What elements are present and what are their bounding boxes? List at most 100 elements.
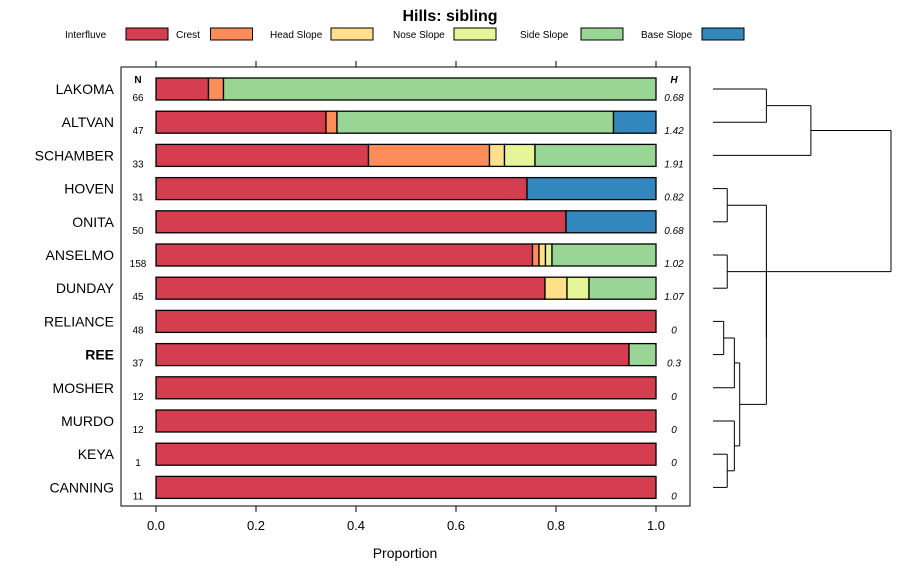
- n-value: 48: [132, 325, 144, 336]
- bar-segment: [565, 210, 657, 234]
- n-value: 1: [135, 458, 141, 469]
- bar-segment: [155, 77, 210, 101]
- h-value: 1.07: [664, 292, 684, 303]
- x-tick-label: 0.6: [447, 518, 465, 533]
- legend-swatch: [453, 27, 497, 41]
- bar-segment: [207, 77, 225, 101]
- category-label: ANSELMO: [46, 247, 115, 263]
- n-value: 33: [132, 159, 144, 170]
- h-value: 0.82: [664, 193, 684, 204]
- bottom-axis: 0.0 0.2 0.4 0.6 0.8 1.0: [147, 506, 665, 533]
- bar-segment: [155, 243, 534, 267]
- bar-segment: [534, 143, 657, 168]
- category-label: MURDO: [61, 413, 114, 429]
- bar-segment: [155, 143, 370, 168]
- category-label: SCHAMBER: [35, 147, 114, 163]
- h-value: 0.68: [664, 226, 684, 237]
- x-tick-label: 1.0: [647, 518, 665, 533]
- category-label: MOSHER: [53, 380, 114, 396]
- x-axis-label: Proportion: [373, 545, 438, 561]
- n-value: 158: [130, 259, 147, 270]
- legend-swatch: [330, 27, 374, 41]
- h-column-header: H: [670, 75, 678, 86]
- bar-segment: [222, 77, 657, 101]
- h-value: 1.91: [664, 159, 683, 170]
- bar-segment: [588, 276, 657, 300]
- bar-segment: [503, 143, 536, 168]
- n-value: 11: [133, 491, 144, 502]
- category-label: DUNDAY: [56, 280, 115, 296]
- category-label: KEYA: [78, 446, 115, 462]
- category-label: ONITA: [72, 214, 114, 230]
- legend-label: Side Slope: [520, 30, 569, 41]
- bar-segment: [566, 276, 590, 300]
- dendrogram: [713, 88, 892, 488]
- bar-segment: [551, 243, 657, 267]
- bar-segment: [544, 276, 568, 300]
- bar-segment: [336, 110, 615, 134]
- category-label: CANNING: [49, 479, 114, 495]
- n-value: 45: [132, 292, 144, 303]
- n-value: 66: [132, 93, 144, 104]
- h-value: 1.42: [664, 126, 684, 137]
- legend-label: Head Slope: [270, 30, 323, 41]
- chart-title: Hills: sibling: [402, 8, 497, 25]
- h-value: 0: [671, 425, 677, 436]
- h-value: 0: [671, 458, 677, 469]
- h-value: 0: [671, 392, 677, 403]
- category-label: RELIANCE: [44, 313, 114, 329]
- legend-swatch: [210, 27, 253, 41]
- bar-segment: [155, 376, 657, 400]
- legend-label: Nose Slope: [393, 30, 445, 41]
- x-tick-label: 0.0: [147, 518, 165, 533]
- h-value: 0.3: [667, 359, 681, 370]
- bar-segment: [628, 342, 657, 367]
- n-value: 12: [132, 425, 144, 436]
- bar-segment: [325, 110, 338, 134]
- legend-label: Base Slope: [641, 30, 693, 41]
- bar-segment: [612, 110, 657, 134]
- bar-segment: [155, 110, 327, 134]
- n-value: 31: [132, 193, 144, 204]
- n-column-header: N: [134, 75, 141, 86]
- legend-swatch: [701, 27, 745, 41]
- x-tick-label: 0.4: [347, 518, 365, 533]
- bar-segment: [544, 243, 553, 267]
- h-value: 0: [671, 325, 677, 336]
- bar-segment: [526, 176, 657, 201]
- bar-segment: [488, 143, 506, 168]
- bar-segment: [367, 143, 491, 168]
- x-tick-label: 0.8: [547, 518, 565, 533]
- bar-segment: [155, 309, 657, 334]
- legend: Interfluve Crest Head Slope Nose Slope Side …: [65, 27, 745, 41]
- legend-swatch: [580, 27, 624, 41]
- category-label: ALTVAN: [62, 114, 114, 130]
- plot-frame: [120, 66, 691, 507]
- top-axis-ticks: [155, 61, 657, 67]
- bar-segment: [155, 210, 567, 234]
- bar-segment: [155, 475, 657, 500]
- n-value: 37: [132, 359, 144, 370]
- n-value: 47: [132, 126, 144, 137]
- bar-segment: [531, 243, 540, 267]
- x-tick-label: 0.2: [247, 518, 265, 533]
- h-value: 1.02: [664, 259, 684, 270]
- category-label: LAKOMA: [56, 81, 115, 97]
- legend-swatch: [125, 27, 169, 41]
- h-value: 0: [671, 491, 677, 502]
- n-value: 12: [132, 392, 144, 403]
- legend-label: Interfluve: [65, 30, 107, 41]
- bar-segment: [538, 243, 547, 267]
- category-label: REE: [85, 347, 114, 363]
- bar-segment: [155, 442, 657, 466]
- bar-segment: [155, 342, 630, 367]
- h-value: 0.68: [664, 93, 684, 104]
- bar-segment: [155, 176, 528, 201]
- bar-segment: [155, 276, 546, 300]
- n-value: 50: [132, 226, 144, 237]
- bar-segment: [155, 409, 657, 433]
- category-label: HOVEN: [64, 181, 114, 197]
